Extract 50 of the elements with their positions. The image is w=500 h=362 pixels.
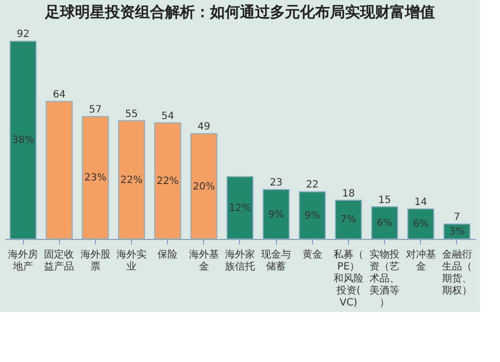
bar bbox=[190, 133, 218, 240]
bar bbox=[371, 206, 398, 240]
annotation: 6% bbox=[412, 218, 429, 230]
x-tick-label: 海外股票 bbox=[80, 248, 110, 272]
x-tick-label: 海外基金 bbox=[188, 248, 219, 272]
annotation: 23% bbox=[84, 172, 106, 184]
data-label: 49 bbox=[197, 122, 210, 133]
bar bbox=[118, 120, 146, 240]
x-tick-label: 海外实业 bbox=[116, 248, 147, 272]
x-tick-label: 实物投资（艺术品、美酒等） bbox=[370, 248, 400, 308]
annotation: 6% bbox=[376, 218, 393, 229]
data-label: 18 bbox=[342, 188, 355, 200]
data-label: 7 bbox=[454, 212, 460, 223]
data-label: 92 bbox=[16, 29, 30, 40]
bar bbox=[154, 122, 182, 240]
annotation: 7% bbox=[340, 214, 356, 226]
data-label: 14 bbox=[414, 196, 428, 208]
data-label: 54 bbox=[161, 110, 174, 122]
x-tick-label: 保险 bbox=[158, 248, 178, 260]
annotation: 9% bbox=[304, 210, 320, 222]
bar bbox=[407, 208, 434, 240]
x-tick-label: 海外房地产 bbox=[8, 248, 38, 272]
data-label: 22 bbox=[306, 180, 319, 191]
bar bbox=[46, 100, 73, 240]
x-tick-label: 对冲基金 bbox=[406, 248, 436, 272]
x-tick-label: 黄金 bbox=[302, 248, 322, 260]
data-label: 57 bbox=[89, 104, 102, 116]
data-label: 15 bbox=[378, 194, 391, 206]
annotation: 12% bbox=[228, 202, 252, 214]
annotation: 22% bbox=[156, 176, 179, 187]
annotation: 20% bbox=[192, 181, 215, 192]
bar bbox=[10, 40, 37, 240]
annotation: 22% bbox=[120, 174, 143, 186]
x-tick-label: 海外家族信托 bbox=[225, 248, 255, 272]
data-label: 64 bbox=[52, 89, 66, 100]
data-label: 55 bbox=[125, 108, 138, 120]
x-tick-label: 固定收益产品 bbox=[44, 248, 74, 272]
x-tick-label: 现金与储蓄 bbox=[261, 248, 292, 272]
bar bbox=[298, 191, 326, 240]
x-tick-label: 金融衍生品（期货、期权） bbox=[442, 248, 472, 296]
bar bbox=[226, 176, 254, 240]
annotation: 38% bbox=[12, 135, 34, 146]
bar bbox=[82, 116, 109, 240]
chart-title: 足球明星投资组合解析：如何通过多元化布局实现财富增值 bbox=[44, 3, 435, 21]
bar bbox=[262, 189, 290, 240]
annotation: 9% bbox=[268, 209, 284, 220]
bar bbox=[334, 200, 362, 240]
annotation: 3% bbox=[448, 226, 465, 238]
data-label: 23 bbox=[270, 178, 283, 189]
x-tick-label: 私募（PE）和风险投资(VC) bbox=[333, 248, 364, 308]
